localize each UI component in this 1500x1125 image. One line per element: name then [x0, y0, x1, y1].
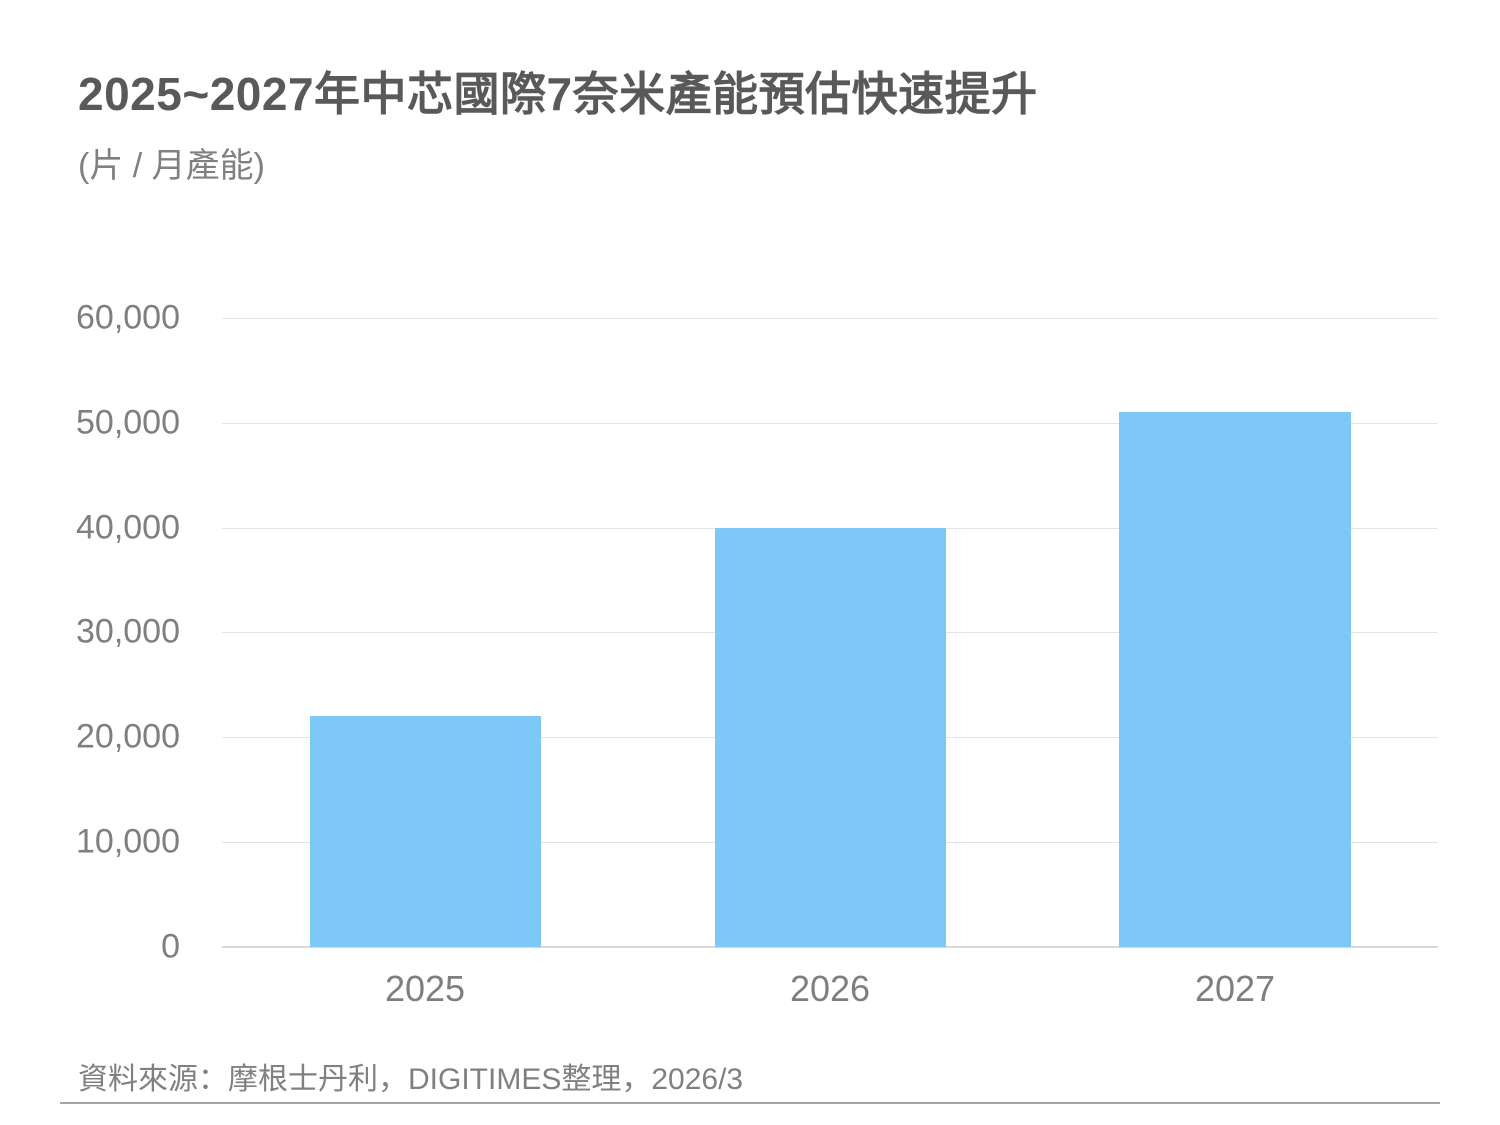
bar-2027 [1119, 412, 1351, 947]
chart-title: 2025~2027年中芯國際7奈米產能預估快速提升 [78, 68, 1038, 120]
y-tick-label: 30,000 [76, 612, 180, 651]
bar-2025 [310, 716, 541, 947]
source-note: 資料來源：摩根士丹利，DIGITIMES整理，2026/3 [78, 1063, 744, 1096]
y-tick-label: 50,000 [76, 403, 180, 442]
y-tick-label: 60,000 [76, 298, 180, 337]
footer-divider [60, 1102, 1440, 1104]
gridline [222, 423, 1438, 424]
gridline [222, 318, 1438, 319]
x-tick-label: 2027 [1194, 968, 1276, 1009]
y-tick-label: 40,000 [76, 508, 180, 547]
y-tick-label: 20,000 [76, 717, 180, 756]
y-tick-label: 10,000 [76, 822, 180, 861]
x-tick-label: 2026 [789, 968, 871, 1009]
y-tick-label: 0 [161, 927, 180, 966]
x-axis-line [222, 946, 1438, 948]
x-tick-label: 2025 [384, 968, 466, 1009]
plot-area [222, 318, 1438, 948]
chart-unit-subtitle: (片 / 月產能) [78, 147, 265, 185]
bar-2026 [715, 527, 946, 947]
